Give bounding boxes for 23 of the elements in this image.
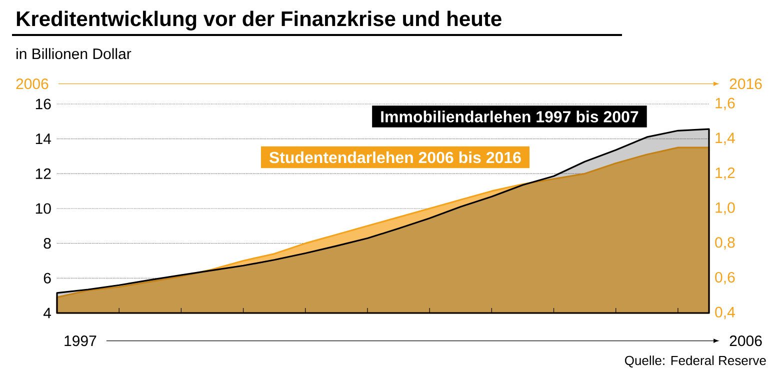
chart-title: Kreditentwicklung vor der Finanzkrise und heute [16,10,502,30]
source-note: Quelle: Federal Reserve [624,356,766,368]
y2-tick-label: 0,8 [715,237,735,250]
text: 2006 [16,78,48,90]
y-tick-label: 16 [36,98,51,110]
y2-tick-label: 1,0 [716,202,735,215]
text: 1997 [64,336,96,346]
y2-tick-label: 1,4 [716,132,735,145]
y-tick-label: 12 [36,168,51,179]
series-label: Immobiliendarlehen 1997 bis 2007 [381,110,638,122]
series-label: Studentendarlehen 2006 bis 2016 [269,151,521,164]
y-axis-title: in Billionen Dollar [16,48,132,60]
y-tick-label: 6 [44,272,51,284]
text: 2016 [730,78,762,90]
y2-tick-label: 1,2 [716,167,735,180]
y-tick-label: 4 [43,308,52,318]
y-tick-label: 10 [36,203,51,214]
y2-tick-label: 0,4 [715,306,735,320]
y2-tick-label: 0,6 [715,272,735,284]
text: 2006 [730,336,762,346]
y2-tick-label: 1,6 [716,98,735,110]
y-tick-label: 8 [44,238,51,249]
y-tick-label: 14 [36,134,52,144]
